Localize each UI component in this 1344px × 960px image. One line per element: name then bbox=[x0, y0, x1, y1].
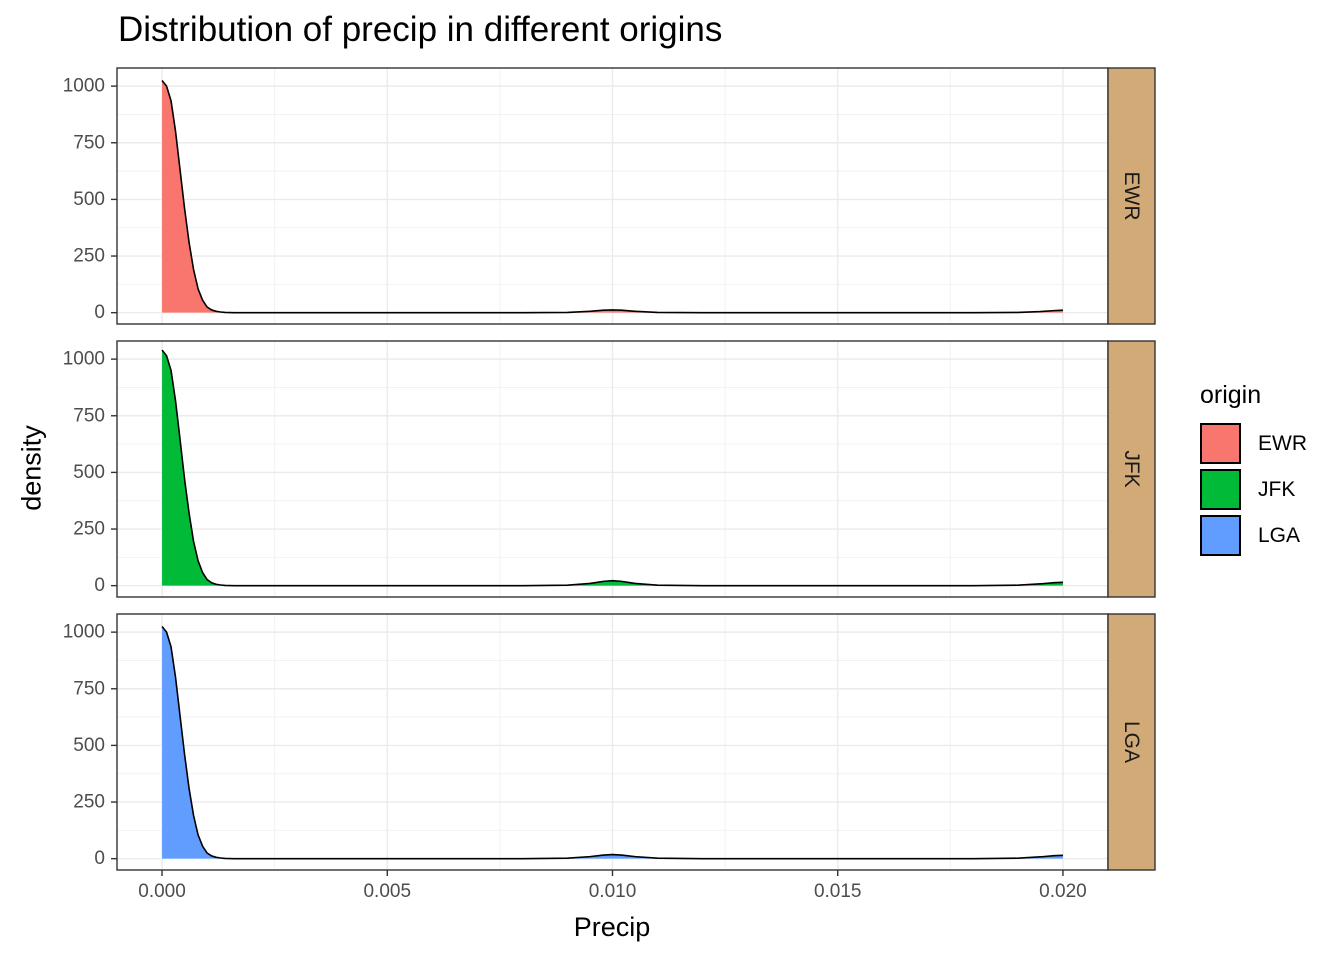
y-tick-label: 1000 bbox=[63, 76, 105, 97]
facet-strip bbox=[1107, 67, 1156, 325]
y-tick-label: 1000 bbox=[63, 622, 105, 643]
x-tick-label: 0.010 bbox=[589, 881, 637, 902]
legend-item-lga: LGA bbox=[1200, 515, 1340, 559]
legend-swatch bbox=[1200, 515, 1241, 556]
x-tick-label: 0.015 bbox=[814, 881, 862, 902]
facet-strip bbox=[1107, 340, 1156, 598]
legend-label: EWR bbox=[1258, 432, 1307, 455]
facet-strip bbox=[1107, 613, 1156, 871]
y-tick-label: 500 bbox=[73, 735, 105, 756]
density-line-ewr bbox=[161, 79, 1063, 314]
facet-strip-label: JFK bbox=[1120, 450, 1143, 487]
y-axis-label: density bbox=[16, 425, 47, 511]
y-tick-label: 750 bbox=[73, 405, 105, 426]
y-tick-label: 0 bbox=[94, 575, 105, 596]
facet-strip-label: EWR bbox=[1120, 172, 1143, 221]
legend-label: JFK bbox=[1258, 478, 1296, 501]
y-tick-label: 500 bbox=[73, 189, 105, 210]
legend-label: LGA bbox=[1258, 524, 1301, 547]
y-tick-label: 0 bbox=[94, 302, 105, 323]
legend-title: origin bbox=[1200, 381, 1262, 409]
legend-item-ewr: EWR bbox=[1200, 423, 1340, 467]
legend-swatch bbox=[1200, 423, 1241, 464]
y-tick-label: 0 bbox=[94, 848, 105, 869]
x-tick-label: 0.000 bbox=[138, 881, 186, 902]
x-tick-label: 0.005 bbox=[363, 881, 411, 902]
facet-strip-label: LGA bbox=[1120, 721, 1143, 763]
x-axis-label: Precip bbox=[573, 912, 651, 942]
y-tick-label: 750 bbox=[73, 678, 105, 699]
y-tick-label: 500 bbox=[73, 462, 105, 483]
chart-title: Distribution of precip in different orig… bbox=[118, 10, 723, 49]
density-line-jfk bbox=[161, 349, 1063, 587]
y-tick-label: 1000 bbox=[63, 349, 105, 370]
density-line-lga bbox=[161, 625, 1063, 860]
y-tick-label: 250 bbox=[73, 246, 105, 267]
y-tick-label: 750 bbox=[73, 132, 105, 153]
x-tick-label: 0.020 bbox=[1039, 881, 1087, 902]
y-tick-label: 250 bbox=[73, 519, 105, 540]
y-tick-label: 250 bbox=[73, 792, 105, 813]
legend-swatch bbox=[1200, 469, 1241, 510]
legend-item-jfk: JFK bbox=[1200, 469, 1340, 513]
